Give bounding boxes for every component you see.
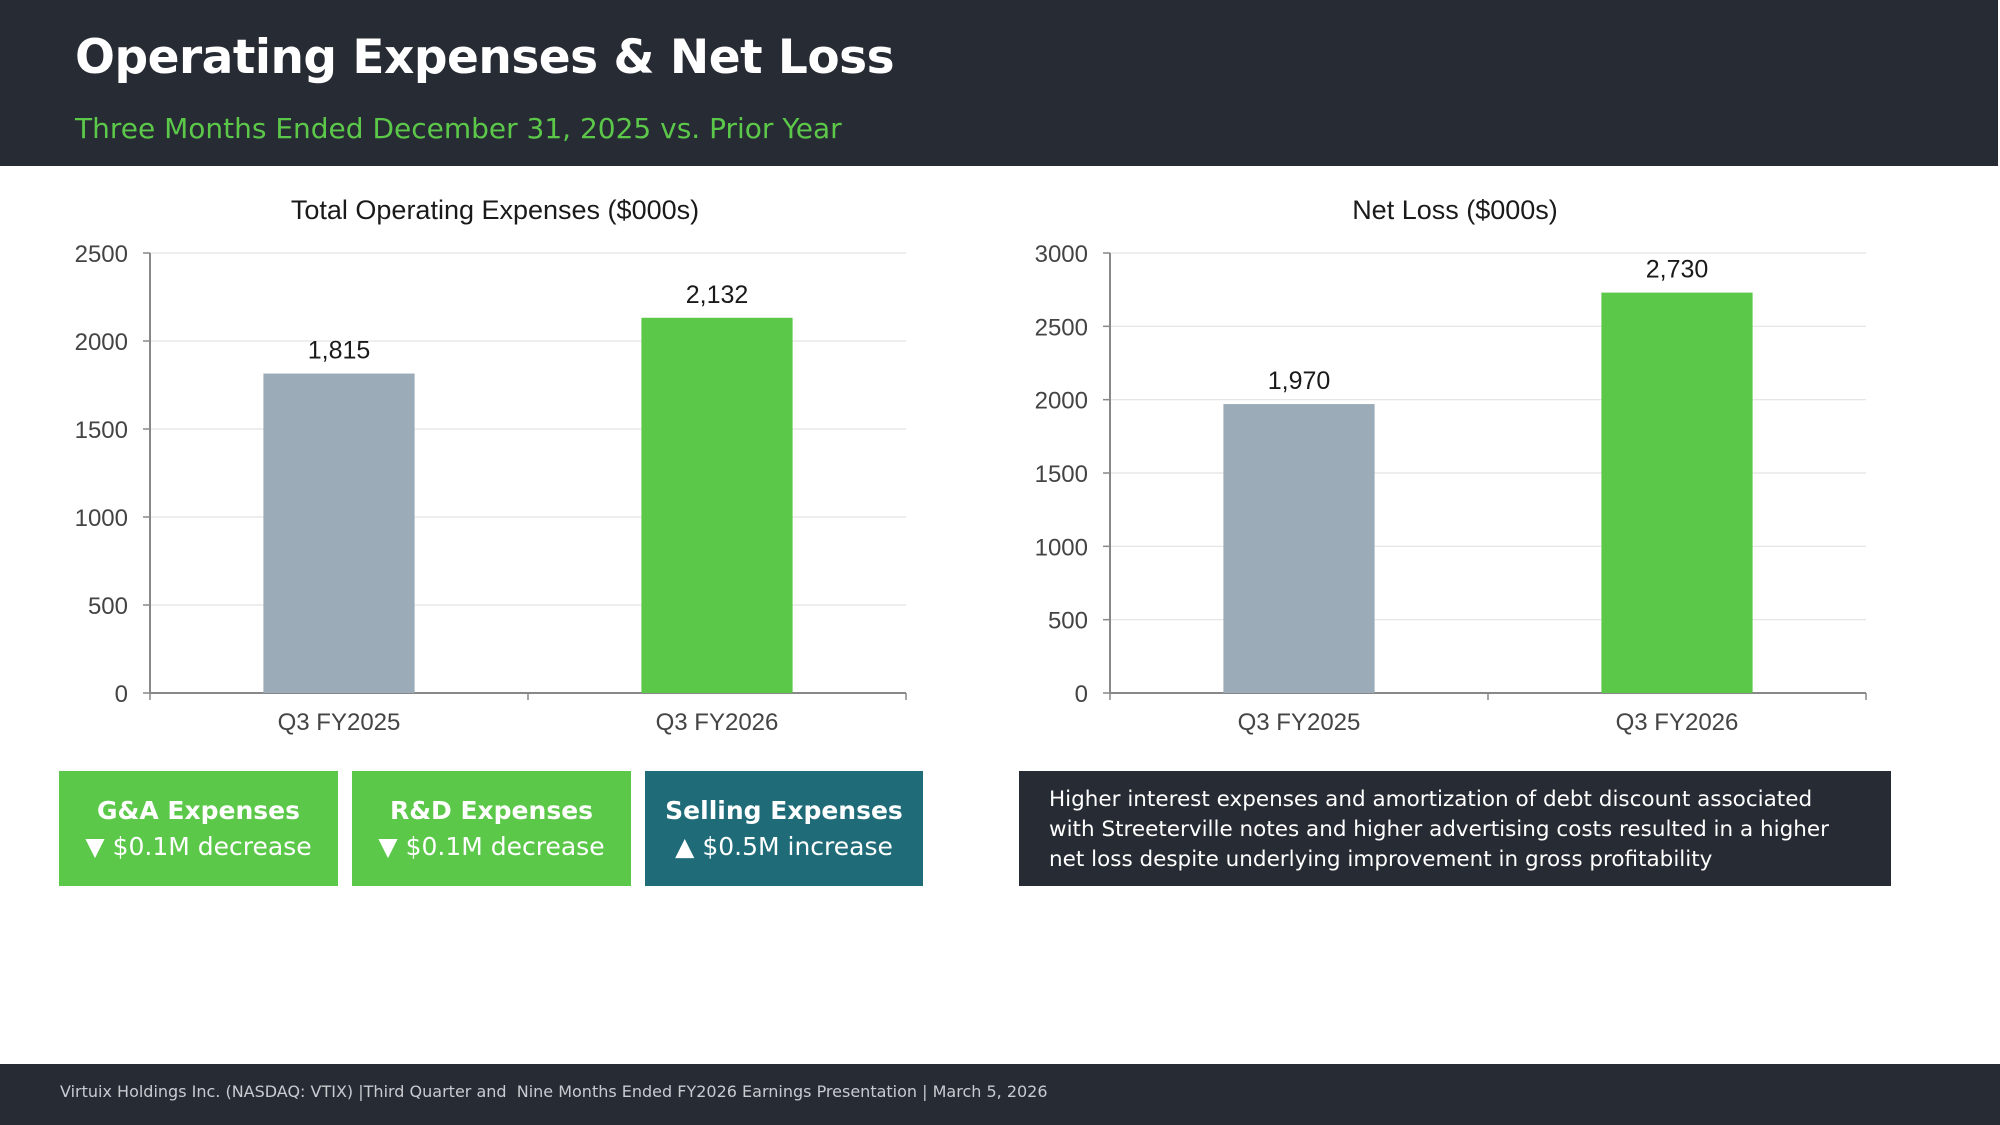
y-tick-label: 3000 <box>1035 241 1088 268</box>
footer-text: Virtuix Holdings Inc. (NASDAQ: VTIX) |Th… <box>60 1082 1048 1101</box>
net-loss-note: Higher interest expenses and amortizatio… <box>1019 771 1891 886</box>
y-tick-label: 0 <box>1075 681 1088 708</box>
page-title: Operating Expenses & Net Loss <box>75 30 895 85</box>
bar-data-label: 2,132 <box>686 281 749 309</box>
y-tick-label: 500 <box>1048 608 1088 635</box>
y-tick-label: 1000 <box>75 505 128 532</box>
y-tick-label: 1500 <box>75 417 128 444</box>
header-bar: Operating Expenses & Net Loss Three Mont… <box>0 0 1998 166</box>
x-tick-label: Q3 FY2026 <box>656 709 779 736</box>
bar <box>1601 292 1753 693</box>
bar-data-label: 2,730 <box>1646 256 1709 284</box>
y-tick-label: 0 <box>115 681 128 708</box>
x-tick-label: Q3 FY2025 <box>1238 709 1361 736</box>
operating-expenses-chart: Total Operating Expenses ($000s) 0 500 1000… <box>75 195 907 736</box>
rd-expenses-change: $0.1M decrease <box>405 831 605 861</box>
ga-expenses-change: $0.1M decrease <box>112 831 312 861</box>
bar <box>263 373 415 693</box>
net-loss-chart: Net Loss ($000s) 0 500 1000 1500 2000 2500 3000… <box>1035 195 1867 736</box>
bar-data-label: 1,815 <box>308 337 371 365</box>
y-tick-label: 1000 <box>1035 534 1088 561</box>
y-tick-label: 2000 <box>1035 388 1088 415</box>
footer-bar: Virtuix Holdings Inc. (NASDAQ: VTIX) |Th… <box>0 1064 2000 1125</box>
rd-expenses-title: R&D Expenses <box>389 795 594 825</box>
ga-expenses-title: G&A Expenses <box>97 795 300 825</box>
ga-expenses-callout: G&A Expenses ▼ $0.1M decrease <box>59 771 338 886</box>
selling-expenses-detail: ▲ $0.5M increase <box>645 829 923 865</box>
selling-expenses-callout: Selling Expenses ▲ $0.5M increase <box>645 771 923 886</box>
chart-title: Net Loss ($000s) <box>1352 195 1558 225</box>
down-arrow-icon: ▼ <box>378 831 398 861</box>
y-tick-label: 500 <box>88 593 128 620</box>
y-tick-label: 2000 <box>75 329 128 356</box>
x-tick-label: Q3 FY2026 <box>1616 709 1739 736</box>
rd-expenses-callout: R&D Expenses ▼ $0.1M decrease <box>352 771 631 886</box>
chart-title: Total Operating Expenses ($000s) <box>291 195 699 225</box>
y-tick-label: 2500 <box>75 241 128 268</box>
bar <box>1223 404 1375 693</box>
up-arrow-icon: ▲ <box>675 831 695 861</box>
selling-expenses-title: Selling Expenses <box>665 795 903 825</box>
bar-data-label: 1,970 <box>1268 367 1331 395</box>
x-tick-label: Q3 FY2025 <box>278 709 401 736</box>
selling-expenses-change: $0.5M increase <box>702 831 893 861</box>
y-tick-label: 1500 <box>1035 461 1088 488</box>
bar <box>641 317 793 693</box>
page-subtitle: Three Months Ended December 31, 2025 vs.… <box>75 112 842 145</box>
ga-expenses-detail: ▼ $0.1M decrease <box>59 829 338 865</box>
rd-expenses-detail: ▼ $0.1M decrease <box>352 829 631 865</box>
down-arrow-icon: ▼ <box>85 831 105 861</box>
y-tick-label: 2500 <box>1035 314 1088 341</box>
